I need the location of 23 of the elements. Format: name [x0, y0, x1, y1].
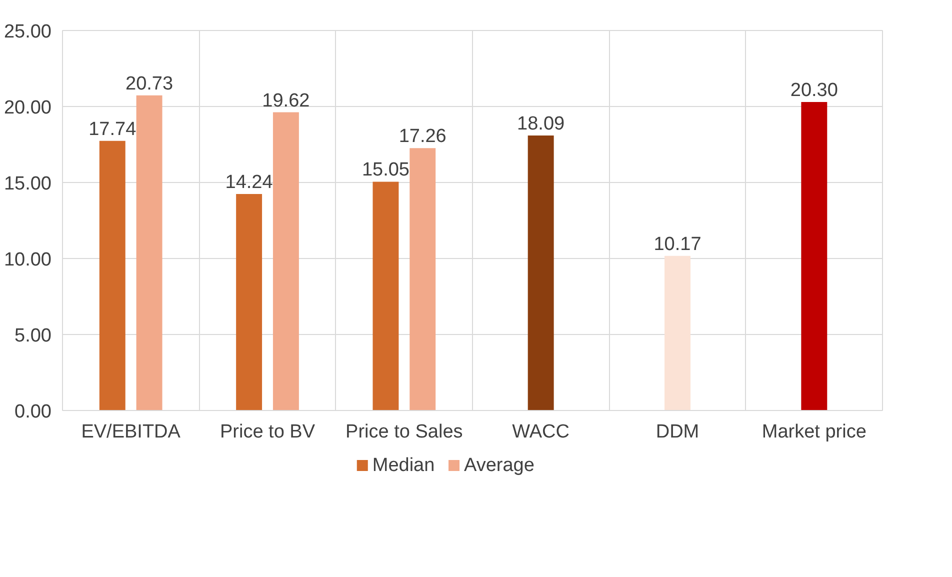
data-label: 17.26: [398, 126, 446, 148]
x-tick-label: WACC: [512, 422, 570, 442]
data-label: 18.09: [517, 114, 565, 135]
y-tick-label: 25.00: [4, 22, 52, 42]
data-label: 14.24: [225, 172, 274, 194]
data-label: 10.17: [654, 234, 702, 255]
data-label: 19.62: [262, 90, 310, 112]
x-tick-label: DDM: [656, 422, 700, 442]
x-tick-label: Price to Sales: [346, 422, 463, 442]
legend-label: Median: [372, 455, 435, 476]
x-tick-label: EV/EBITDA: [81, 422, 181, 442]
y-tick-label: 20.00: [4, 98, 52, 118]
legend-label: Average: [464, 455, 534, 476]
data-label: 20.30: [790, 80, 838, 101]
y-tick-label: 10.00: [4, 250, 52, 270]
x-tick-label: Price to BV: [220, 422, 316, 442]
y-tick-label: 15.00: [4, 174, 52, 194]
data-label: 20.73: [126, 73, 174, 94]
data-label: 15.05: [362, 160, 410, 181]
y-tick-label: 0.00: [14, 402, 52, 422]
x-tick-label: Market price: [762, 422, 866, 442]
data-label: 17.74: [88, 118, 137, 140]
y-tick-label: 5.00: [14, 326, 52, 346]
